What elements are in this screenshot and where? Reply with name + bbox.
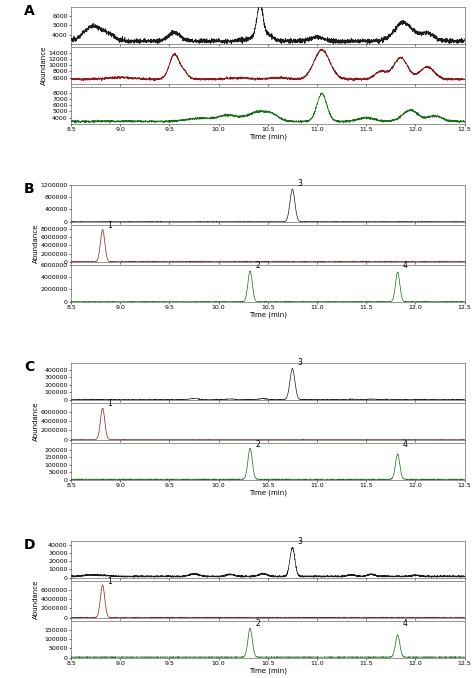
X-axis label: Time (min): Time (min) <box>249 134 287 140</box>
Text: 4: 4 <box>402 440 408 449</box>
Text: C: C <box>24 360 34 374</box>
Text: 3: 3 <box>297 180 302 188</box>
Text: 2: 2 <box>255 261 260 271</box>
Text: 2: 2 <box>255 619 260 628</box>
Text: 4: 4 <box>402 261 408 271</box>
Text: D: D <box>24 538 36 552</box>
Y-axis label: Abundance: Abundance <box>41 45 47 85</box>
Text: B: B <box>24 182 35 196</box>
Text: 1: 1 <box>108 399 112 408</box>
Text: 3: 3 <box>297 359 302 367</box>
Y-axis label: Abundance: Abundance <box>33 580 39 619</box>
X-axis label: Time (min): Time (min) <box>249 668 287 674</box>
X-axis label: Time (min): Time (min) <box>249 490 287 496</box>
Y-axis label: Abundance: Abundance <box>33 401 39 441</box>
Text: 3: 3 <box>297 537 302 546</box>
Text: 4: 4 <box>402 619 408 628</box>
Text: A: A <box>24 4 35 18</box>
Text: 1: 1 <box>108 577 112 586</box>
X-axis label: Time (min): Time (min) <box>249 312 287 318</box>
Text: 2: 2 <box>255 440 260 449</box>
Y-axis label: Abundance: Abundance <box>33 224 39 263</box>
Text: 1: 1 <box>108 220 112 230</box>
